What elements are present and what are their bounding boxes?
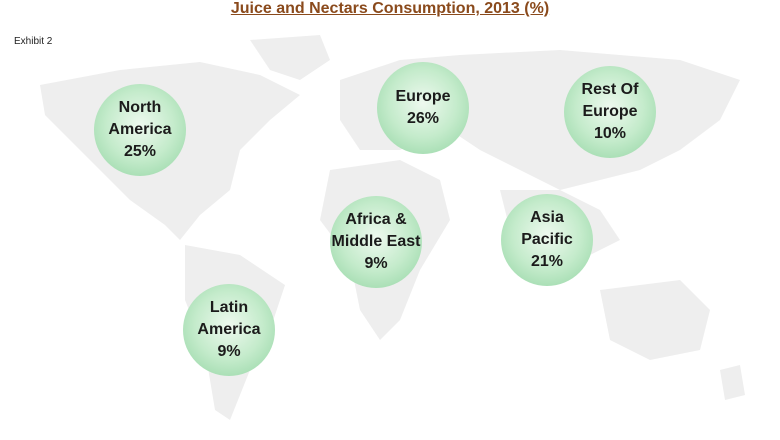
region-name: North [118,99,162,116]
region-name: Middle East [331,233,421,250]
region-value: 9% [217,343,241,360]
region-bubble: Rest Of Europe 10% [564,66,656,158]
region-bubble: Europe 26% [377,62,469,154]
region-name: Asia [530,209,564,226]
region-value: 10% [593,125,627,142]
exhibit-label: Exhibit 2 [14,36,53,47]
title: Juice and Nectars Consumption, 2013 (%) [230,0,550,17]
region-name: Europe [582,103,638,120]
region-name: Rest Of [581,81,639,98]
region-name: Africa & [345,211,407,228]
region-name: Latin [209,299,249,316]
region-value: 25% [123,143,157,160]
region-name: Europe [395,88,451,105]
region-bubble: Asia Pacific 21% [501,194,593,286]
region-name: Pacific [521,231,573,248]
region-name: America [197,321,261,338]
region-bubble: North America 25% [94,84,186,176]
region-value: 9% [364,255,388,272]
region-bubble: Latin America 9% [183,284,275,376]
region-value: 26% [406,110,440,127]
region-bubble: Africa & Middle East 9% [330,196,422,288]
region-name: America [108,121,172,138]
region-value: 21% [530,253,564,270]
